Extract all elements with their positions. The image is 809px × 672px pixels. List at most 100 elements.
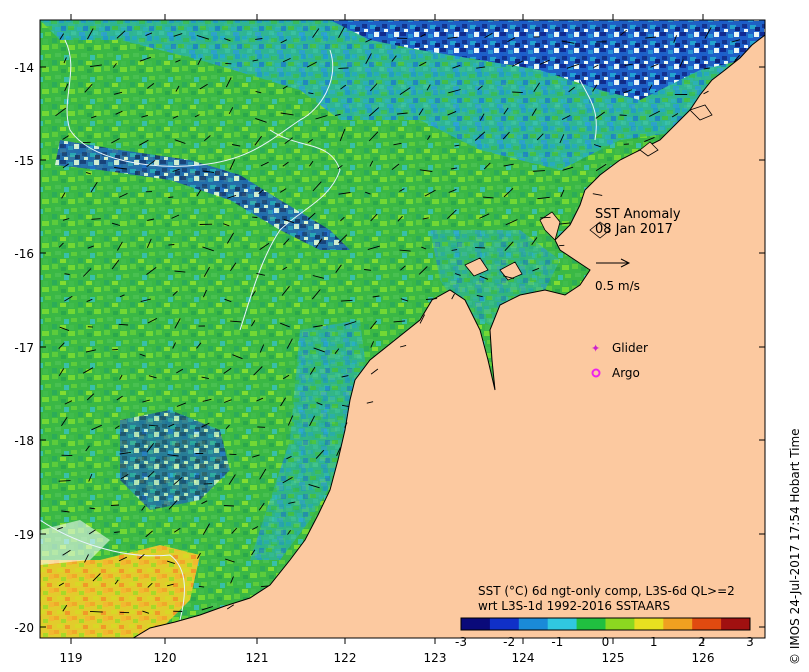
current-vector [426,84,431,91]
current-vector [731,39,741,43]
current-vector [255,38,263,40]
current-vector [166,560,175,565]
current-vector [365,191,371,195]
current-vector [561,40,575,44]
current-vector [61,192,66,199]
current-vector [335,113,341,116]
current-vector [282,266,288,271]
current-vector [422,217,429,220]
current-vector [85,349,97,353]
argo-marker-icon [591,368,601,378]
current-vector [511,60,524,67]
current-vector [168,244,175,246]
current-vector [372,295,380,298]
current-vector [110,504,120,506]
scale-arrow-icon [620,258,631,268]
current-vector [370,341,375,348]
colorbar-swatch [605,618,635,630]
current-vector [507,37,516,43]
current-vector [307,139,313,143]
current-vector [287,530,291,535]
current-vector [175,85,180,92]
current-vector [89,610,103,613]
current-vector [503,275,515,280]
current-vector [197,57,202,66]
current-vector [120,474,129,480]
current-vector [90,64,102,68]
current-vector [229,159,236,170]
current-vector [114,531,120,533]
current-vector [420,33,426,38]
current-vector [172,290,178,296]
current-vector [251,549,256,556]
lon-label: 123 [424,651,447,665]
warm-anomaly-southwest [40,545,200,638]
current-vector [280,397,286,407]
current-vector [397,215,403,222]
colorbar-tick-label: 3 [746,635,754,649]
current-vector [370,368,379,375]
argo-label: Argo [612,366,640,380]
current-vector [202,246,214,252]
current-vector [559,222,571,225]
bathymetry-contour-3 [579,79,597,141]
colorbar-tick-label: -3 [455,635,467,649]
current-vector [62,218,70,221]
current-vector [650,63,659,68]
current-vector [370,213,378,222]
current-vector [592,84,598,92]
current-vector [309,366,316,375]
current-vector [312,275,325,279]
current-vector [593,144,602,148]
current-vector [531,237,538,246]
lat-label: -16 [14,247,34,261]
current-vector [256,272,265,276]
current-vector [595,111,605,119]
current-vector [224,558,235,563]
current-vector [335,264,342,273]
current-vector [418,266,428,275]
current-vector [259,344,265,353]
current-vector [82,268,92,277]
lon-label: 126 [692,651,715,665]
scale-label: 0.5 m/s [595,279,640,293]
current-vector [64,83,69,92]
current-vector [447,110,457,116]
current-vector [223,504,234,507]
platform-legend: ✦ Glider Argo [591,341,648,380]
colorbar-swatch [489,618,520,630]
current-vector [199,83,208,90]
current-vector [227,194,237,199]
current-vector [146,238,152,248]
current-vector [396,112,408,115]
current-vector [201,422,210,428]
colorbar-swatch [692,618,722,630]
current-vector [198,585,205,588]
lon-label: 124 [512,651,535,665]
axis-ticks [40,14,765,644]
current-vector [366,401,374,404]
current-vector [313,325,323,328]
current-vector [201,606,214,611]
current-vector [138,553,145,560]
current-vector [168,423,175,428]
current-vector [140,298,152,303]
current-vector [339,128,346,142]
current-vector [148,424,159,427]
current-vector [645,36,657,39]
current-vector [87,28,94,40]
current-vector [307,212,316,220]
current-vector [172,168,180,172]
current-vector [171,214,180,219]
current-vector [391,163,400,171]
current-vector [255,90,262,94]
current-vector [418,108,424,116]
coastal-cool-band [250,320,370,560]
current-vector [315,238,323,249]
current-vector [334,348,340,354]
current-vector [336,447,341,456]
current-vector [679,59,684,67]
current-vector [62,135,69,140]
current-vector [282,477,293,484]
current-vector [287,415,294,426]
